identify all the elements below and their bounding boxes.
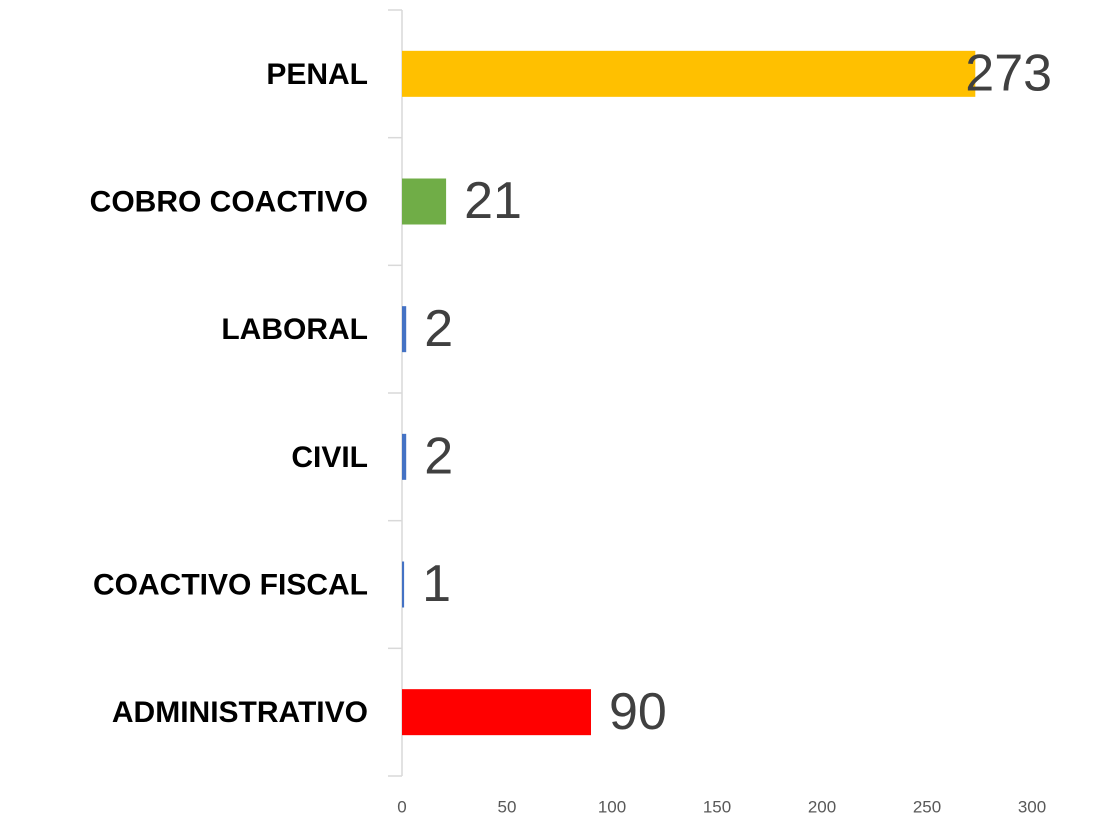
value-label: 21	[464, 172, 522, 230]
category-label: COACTIVO FISCAL	[93, 568, 368, 601]
category-label: COBRO COACTIVO	[90, 185, 368, 218]
x-tick-label: 0	[397, 797, 406, 816]
x-tick-label: 100	[598, 797, 626, 816]
x-tick-label: 250	[913, 797, 941, 816]
value-label: 1	[422, 555, 451, 613]
category-label: CIVIL	[291, 441, 368, 474]
x-tick-label: 300	[1018, 797, 1046, 816]
bar	[402, 689, 591, 736]
value-label: 90	[609, 683, 667, 741]
bar	[402, 50, 976, 97]
value-label: 2	[424, 300, 453, 358]
x-tick-label: 150	[703, 797, 731, 816]
category-label: ADMINISTRATIVO	[112, 696, 368, 729]
category-label: LABORAL	[221, 313, 368, 346]
bar	[402, 306, 407, 353]
value-label: 273	[965, 45, 1052, 103]
bar	[402, 561, 405, 608]
bar	[402, 433, 407, 480]
bar	[402, 178, 447, 225]
category-label: PENAL	[266, 58, 368, 91]
x-tick-label: 50	[498, 797, 517, 816]
value-label: 2	[424, 428, 453, 486]
x-tick-label: 200	[808, 797, 836, 816]
